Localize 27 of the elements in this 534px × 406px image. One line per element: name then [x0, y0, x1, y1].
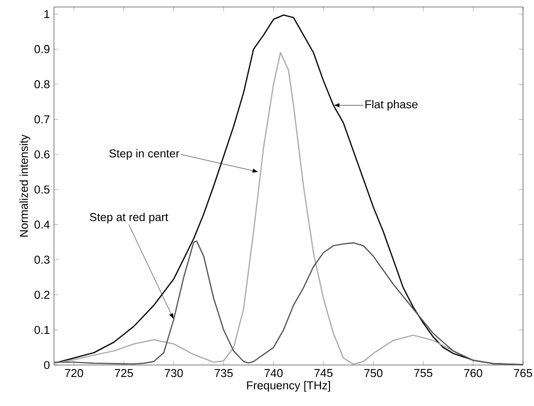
- x-tick-label: 735: [214, 369, 233, 378]
- x-tick-label: 755: [414, 369, 432, 378]
- x-tick-label: 750: [364, 369, 382, 378]
- line-series: [54, 240, 523, 365]
- y-tick-label: 0.3: [34, 256, 50, 264]
- x-tick-label: 765: [514, 369, 532, 378]
- annotation: Flat phase: [365, 100, 418, 111]
- x-tick-label: 740: [264, 369, 283, 378]
- x-tick-label: 725: [114, 369, 133, 378]
- y-tick-label: 0.8: [34, 80, 50, 88]
- annotation: Step at red part: [90, 212, 168, 224]
- y-axis-title: Normalized intensity: [20, 134, 30, 237]
- y-tick-label: 0.2: [34, 290, 50, 299]
- y-tick-label: 0.5: [34, 185, 50, 194]
- x-tick-label: 760: [464, 369, 482, 378]
- x-axis-title: Frequency [THz]: [247, 380, 330, 392]
- y-tick-label: 0: [44, 360, 50, 370]
- y-tick-label: 0.4: [34, 220, 50, 229]
- y-tick-label: 0.6: [34, 150, 50, 158]
- y-tick-label: 1: [44, 10, 50, 18]
- x-tick-label: 720: [64, 369, 84, 378]
- x-tick-label: 745: [314, 369, 332, 378]
- y-tick-label: 0.7: [34, 115, 50, 124]
- y-tick-label: 0.9: [34, 45, 50, 54]
- x-tick-label: 730: [164, 369, 183, 378]
- y-tick-label: 0.1: [34, 326, 50, 334]
- annotation: Step in center: [109, 149, 180, 160]
